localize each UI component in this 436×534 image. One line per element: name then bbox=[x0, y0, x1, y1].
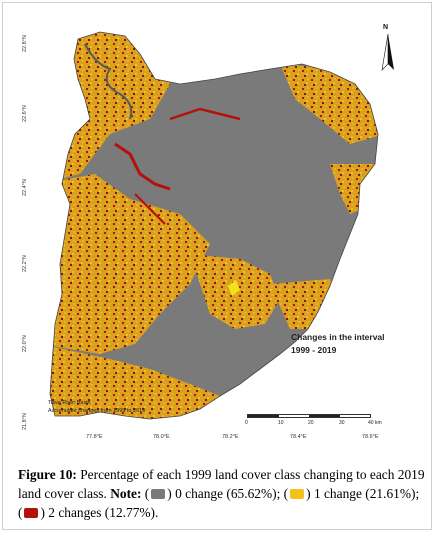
interval-title-line1: Changes in the interval bbox=[291, 332, 385, 342]
interval-title: Changes in the interval 1999 - 2019 bbox=[291, 331, 385, 357]
figure-caption: Figure 10: Percentage of each 1999 land … bbox=[18, 467, 425, 520]
scale-label: 40 km bbox=[368, 420, 382, 426]
figure-label: Figure 10: bbox=[18, 467, 77, 482]
two-changes-swatch bbox=[24, 508, 39, 518]
lon-tick-label: 78.0°E bbox=[153, 434, 170, 440]
caption-text: Percentage of each 1999 land cover class… bbox=[18, 467, 425, 501]
lat-tick-label: 22.4°N bbox=[22, 179, 28, 196]
legend-one-change: 1 change (21.61%); bbox=[313, 486, 420, 501]
basin-label: Tawa River Basin Accumulate changes from… bbox=[48, 399, 145, 415]
note-label: Note: bbox=[110, 486, 142, 501]
north-arrow-icon bbox=[381, 34, 394, 71]
scale-label: 10 bbox=[278, 420, 284, 426]
interval-title-line2: 1999 - 2019 bbox=[291, 345, 337, 355]
north-label: N bbox=[383, 24, 389, 31]
one-change-swatch bbox=[290, 489, 305, 499]
lat-tick-label: 21.8°N bbox=[22, 413, 28, 430]
basin-map-svg bbox=[49, 31, 379, 420]
lon-tick-label: 78.4°E bbox=[290, 434, 307, 440]
basin-name: Tawa River Basin bbox=[48, 400, 91, 406]
lat-tick-label: 22.8°N bbox=[22, 35, 28, 52]
no-change-swatch bbox=[151, 489, 166, 499]
legend-no-change: 0 change (65.62%); bbox=[175, 486, 281, 501]
lon-tick-label: 78.2°E bbox=[222, 434, 239, 440]
scale-label: 30 bbox=[339, 420, 345, 426]
legend-two-changes: 2 changes (12.77%). bbox=[48, 505, 159, 520]
scale-label: 20 bbox=[308, 420, 314, 426]
scale-bar bbox=[247, 414, 371, 418]
lat-tick-label: 22.0°N bbox=[22, 335, 28, 352]
lon-tick-label: 78.6°E bbox=[362, 434, 379, 440]
change-map bbox=[40, 24, 416, 424]
basin-subtitle: Accumulate changes from 1999 to 2019 bbox=[48, 408, 146, 414]
lat-tick-label: 22.2°N bbox=[22, 255, 28, 272]
lat-tick-label: 22.6°N bbox=[22, 105, 28, 122]
lon-tick-label: 77.8°E bbox=[86, 434, 103, 440]
scale-label: 0 bbox=[245, 420, 248, 426]
